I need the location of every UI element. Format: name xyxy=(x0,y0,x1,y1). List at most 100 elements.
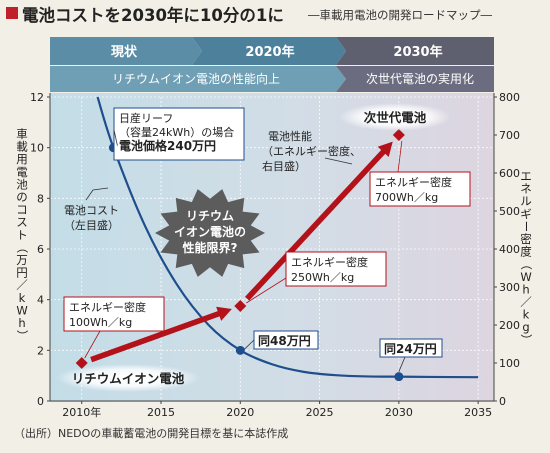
tick-label-bottom: 2025 xyxy=(306,406,334,419)
label-li-ion-text: リチウムイオン電池 xyxy=(72,371,185,386)
tick-label-left: 6 xyxy=(37,243,44,256)
tick-label-right: 300 xyxy=(499,281,520,294)
energy-2010-annotation-frame xyxy=(63,296,165,332)
axis-title-char: 電 xyxy=(16,165,28,179)
leaf-leader xyxy=(113,129,118,146)
tick-label-left: 0 xyxy=(37,395,44,408)
period-label-2030: 2030年 xyxy=(393,44,442,60)
energy-2010-leader xyxy=(84,330,101,359)
label-li-ion-glow xyxy=(56,364,200,392)
axis-title-char: エ xyxy=(520,169,532,183)
axis-title-char: h xyxy=(18,316,25,330)
axis-title-char: ト xyxy=(16,228,28,242)
energy-marker xyxy=(392,129,405,141)
energy-arrow xyxy=(245,141,393,301)
energy-2030-annotation: エネルギー密度 700Wh／kg xyxy=(369,171,471,207)
tick-label-bottom: 2030 xyxy=(385,406,413,419)
perf-legend-line1: 電池性能 xyxy=(268,129,312,143)
energy-2030-annotation-frame xyxy=(369,171,471,207)
limit-burst-shape xyxy=(155,189,265,277)
energy-series xyxy=(75,129,405,369)
tick-label-right: 600 xyxy=(499,167,520,180)
axis-title-char: の xyxy=(16,190,28,204)
axis-title-char: （ xyxy=(519,258,533,270)
tick-label-left: 4 xyxy=(37,294,44,307)
axes: 0 2 4 6 8 10 12 0 100 200 300 400 500 600 700 800 2010年 2… xyxy=(15,91,533,419)
axis-title-char: g xyxy=(522,320,529,334)
limit-burst-text: リチウム xyxy=(186,209,234,223)
axis-title-char: 車 xyxy=(16,127,28,141)
leaf-annotation-text: 電池価格240万円 xyxy=(119,138,216,153)
energy-2010-annotation-text: 100Wh／kg xyxy=(69,316,132,329)
energy-marker xyxy=(75,357,88,369)
tick-label-right: 800 xyxy=(499,91,520,104)
cost-2030-text: 同24万円 xyxy=(384,342,437,356)
tick-label-right: 100 xyxy=(499,357,520,370)
axis-title-char: ／ xyxy=(520,295,532,309)
cost-legend-line1: 電池コスト xyxy=(64,204,119,217)
energy-2010-annotation: エネルギー密度 100Wh／kg xyxy=(63,296,165,332)
period-band-2030 xyxy=(336,37,494,65)
period-label-now: 現状 xyxy=(111,44,138,60)
tick-label-left: 2 xyxy=(37,344,44,357)
energy-2030-annotation-text: 700Wh／kg xyxy=(375,191,438,204)
source-note: （出所）NEDOの車載蓄電池の開発目標を基に本誌作成 xyxy=(14,427,289,440)
energy-2020-annotation: エネルギー密度 250Wh／kg xyxy=(285,251,387,287)
axis-title-char: 円 xyxy=(16,266,28,280)
axis-title-char: k xyxy=(19,291,26,305)
cost-2020-annotation: 同48万円 xyxy=(253,330,319,350)
axis-title-char: ） xyxy=(519,334,533,346)
axis-title-char: ギ xyxy=(520,207,532,221)
phase-band-next xyxy=(336,66,494,92)
axis-title-char: 載 xyxy=(16,140,28,154)
axis-title-char: 密 xyxy=(520,232,532,246)
title-bar: 電池コストを2030年に10分の1に ―車載用電池の開発ロードマップ― xyxy=(0,0,550,28)
title-marker xyxy=(6,7,18,19)
energy-marker xyxy=(234,300,247,312)
leaf-annotation-frame xyxy=(113,107,245,161)
cost-2020-text: 同48万円 xyxy=(258,334,311,348)
axis-title-char: k xyxy=(523,308,530,322)
energy-2020-annotation-text: エネルギー密度 xyxy=(291,255,368,269)
phase-band-li xyxy=(50,66,346,92)
cost-legend-leader xyxy=(85,187,109,201)
axis-title-char: W xyxy=(16,303,27,317)
period-band-2020 xyxy=(192,37,346,65)
axis-title-char: W xyxy=(520,270,531,284)
chart-subtitle: ―車載用電池の開発ロードマップ― xyxy=(308,8,492,22)
tick-label-bottom: 2015 xyxy=(147,406,175,419)
tick-label-right: 700 xyxy=(499,129,520,142)
cost-2030-frame xyxy=(379,338,443,358)
tick-label-right: 500 xyxy=(499,205,520,218)
axis-title-char: 万 xyxy=(16,253,28,267)
energy-2030-leader xyxy=(397,140,403,173)
energy-2020-annotation-frame xyxy=(285,251,387,287)
period-band-now xyxy=(50,37,202,65)
axis-title-char: ル xyxy=(520,194,532,208)
axis-title-char: h xyxy=(522,282,529,296)
cost-marker xyxy=(235,345,245,355)
axis-title-char: コ xyxy=(16,203,28,217)
limit-burst-text: イオン電池の xyxy=(174,224,246,239)
cost-2030-annotation: 同24万円 xyxy=(379,338,443,358)
tick-label-bottom: 2035 xyxy=(464,406,492,419)
axis-title-char: 池 xyxy=(16,177,28,191)
label-next-gen-glow xyxy=(339,103,451,131)
tick-label-bottom: 2010年 xyxy=(62,405,101,419)
tick-label-left: 8 xyxy=(37,192,44,205)
energy-2020-leader xyxy=(246,277,287,304)
perf-legend-line3: 右目盛） xyxy=(262,159,306,173)
axis-title-char: 度 xyxy=(520,245,532,259)
phase-label-next: 次世代電池の実用化 xyxy=(366,71,474,86)
axis-title-char: ネ xyxy=(520,182,532,196)
tick-label-right: 200 xyxy=(499,319,520,332)
tick-label-right: 400 xyxy=(499,243,520,256)
tick-label-bottom: 2020 xyxy=(226,406,254,419)
axis-title-char: （ xyxy=(15,242,29,254)
limit-burst-text: 性能限界? xyxy=(182,240,238,255)
